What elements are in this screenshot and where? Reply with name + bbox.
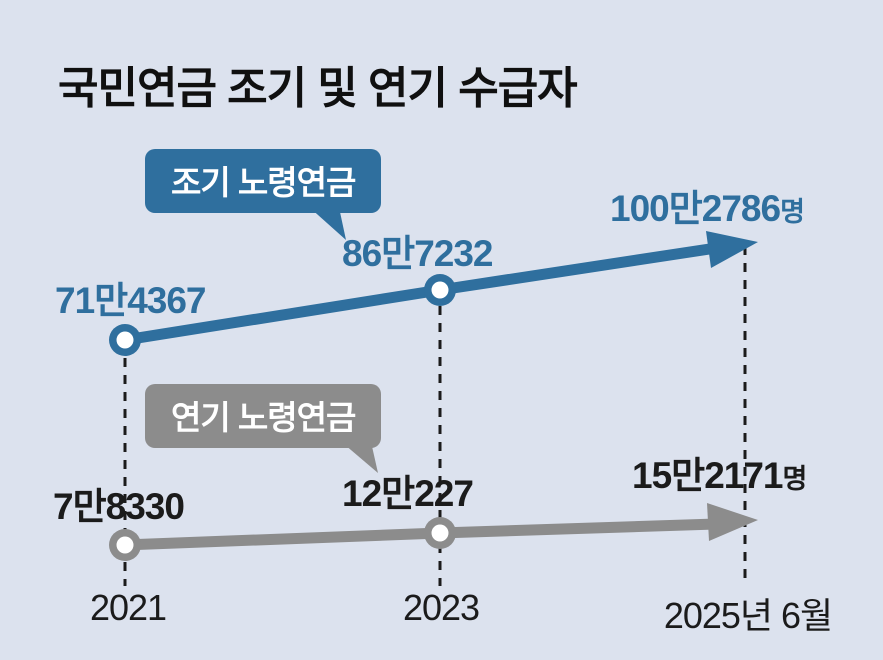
value-label-deferred-2025-unit: 명	[782, 464, 808, 494]
legend-bubble-deferred-pension: 연기 노령연금	[145, 384, 382, 448]
value-label-early-2025-unit: 명	[780, 197, 805, 227]
value-label-early-2021: 71만4367	[55, 280, 207, 321]
value-label-deferred-2025-number: 15만2171	[632, 455, 784, 496]
x-axis-label-2023: 2023	[402, 587, 480, 628]
arrowhead-early-pension	[706, 231, 758, 268]
legend-bubble-early-pension: 조기 노령연금	[145, 149, 382, 213]
value-label-early-2023: 86만7232	[342, 233, 494, 274]
data-point-early-2021-center	[116, 331, 134, 349]
value-label-deferred-2023: 12만227	[342, 473, 474, 514]
value-label-early-2025: 100만2786명	[610, 178, 805, 232]
arrowhead-deferred-pension	[707, 503, 758, 541]
data-point-deferred-2023-center	[431, 524, 449, 542]
value-label-deferred-2025: 15만2171명	[632, 445, 808, 499]
x-axis-label-2025: 2025년 6월	[663, 595, 833, 636]
x-axis-label-2021: 2021	[89, 587, 167, 628]
data-point-deferred-2021-center	[116, 536, 134, 554]
series-line-deferred-pension	[124, 518, 717, 551]
data-point-early-2023-center	[431, 281, 449, 299]
value-label-deferred-2021: 7만8330	[53, 486, 185, 527]
value-label-early-2025-number: 100만2786	[610, 188, 781, 229]
page-title: 국민연금 조기 및 연기 수급자	[58, 64, 578, 113]
